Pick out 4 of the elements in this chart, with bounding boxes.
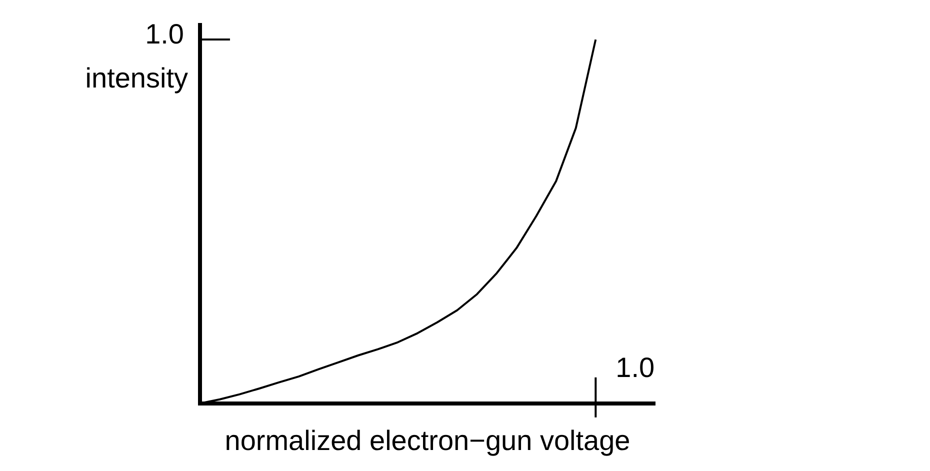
y-axis-title: intensity: [85, 62, 188, 94]
text: 1.0: [616, 352, 655, 384]
x-axis-title: normalized electron−gun voltage: [224, 424, 630, 456]
text: 1.0: [145, 18, 184, 50]
